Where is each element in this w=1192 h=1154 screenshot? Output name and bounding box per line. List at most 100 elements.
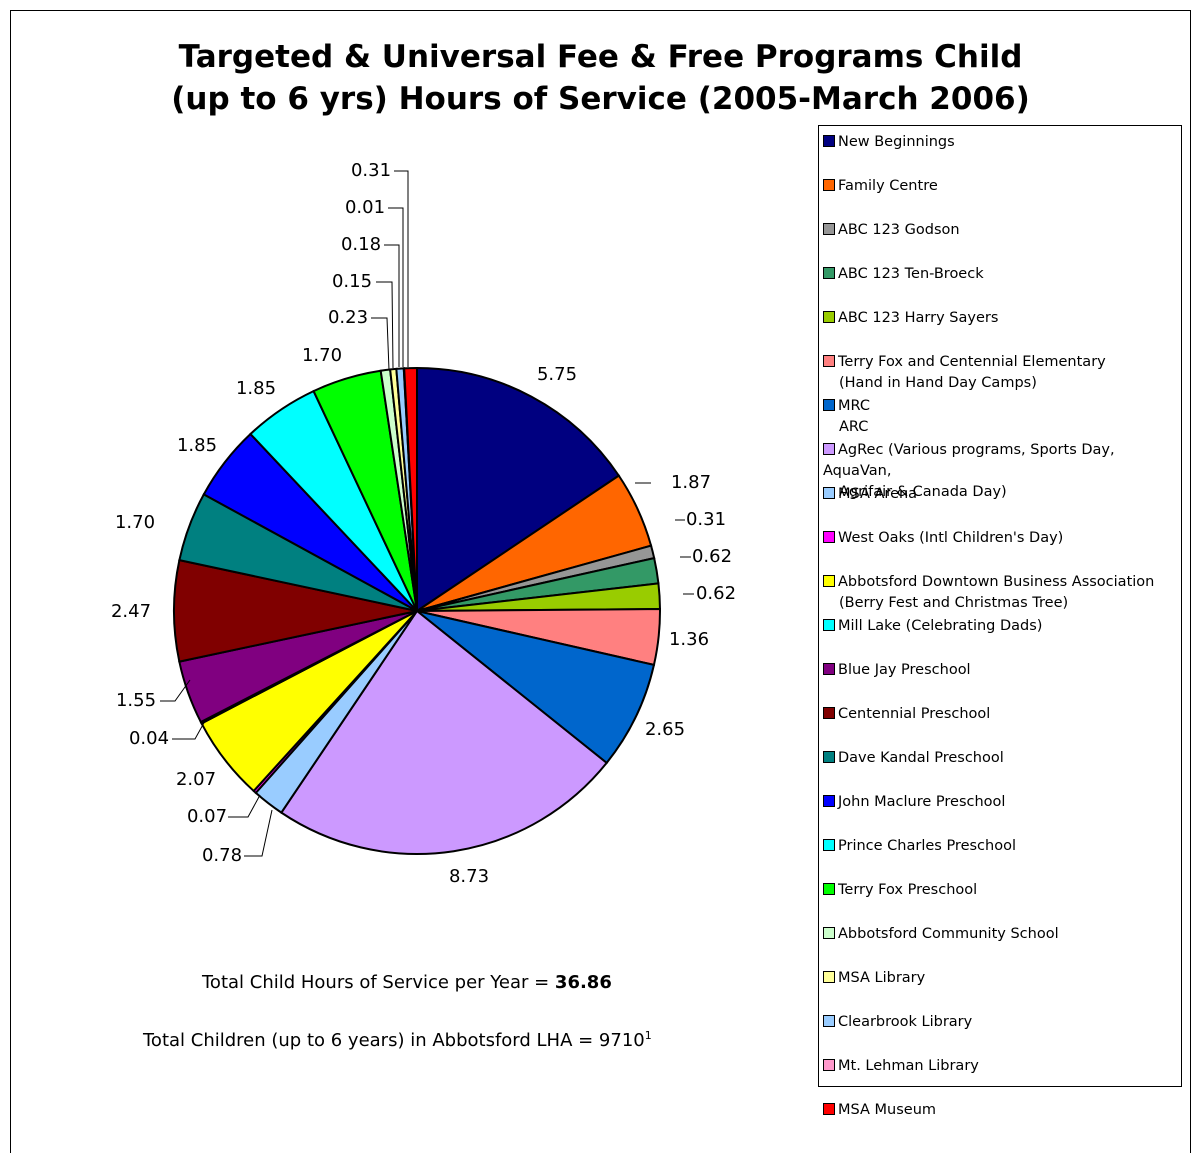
legend-swatch — [823, 927, 835, 939]
legend-swatch — [823, 619, 835, 631]
leader-line — [228, 794, 261, 818]
data-label: 1.36 — [669, 629, 709, 650]
data-label: 1.85 — [177, 435, 217, 456]
legend-label: Terry Fox Preschool — [838, 882, 978, 898]
pie-slice — [416, 610, 656, 765]
legend-label: ABC 123 Godson — [838, 222, 960, 238]
data-label: 0.31 — [351, 160, 391, 181]
legend-swatch — [823, 971, 835, 983]
legend-item: Blue Jay Preschool — [823, 660, 971, 681]
legend-swatch — [823, 487, 835, 499]
data-label: 5.75 — [537, 364, 577, 385]
legend-label: Family Centre — [838, 178, 938, 194]
leader-line — [394, 170, 409, 367]
data-label: 0.23 — [328, 307, 368, 328]
legend-item: ABC 123 Godson — [823, 220, 960, 241]
legend-item: Terry Fox and Centennial Elementary (Hand… — [823, 352, 1106, 394]
legend-label: AgRec (Various programs, Sports Day, Aqu… — [823, 442, 1115, 479]
legend-item: Centennial Preschool — [823, 704, 990, 725]
leader-line — [376, 281, 394, 369]
legend-swatch — [823, 883, 835, 895]
legend-item: Clearbrook Library — [823, 1012, 972, 1033]
legend-swatch — [823, 795, 835, 807]
legend-swatch — [823, 751, 835, 763]
legend-item: New Beginnings — [823, 132, 955, 153]
legend-label: MSA Arena — [838, 486, 918, 502]
legend-label: West Oaks (Intl Children's Day) — [838, 530, 1064, 546]
legend-swatch — [823, 1015, 835, 1027]
legend-label-line2: (Berry Fest and Christmas Tree) — [839, 595, 1069, 611]
legend-label-line2: (Hand in Hand Day Camps) — [839, 375, 1037, 391]
data-label: 0.04 — [129, 728, 169, 749]
leader-line — [384, 244, 400, 367]
legend-swatch — [823, 179, 835, 191]
chart-title-line1: Targeted & Universal Fee & Free Programs… — [178, 39, 1023, 75]
legend: New Beginnings Family Centre ABC 123 Godso… — [818, 125, 1182, 1118]
leader-line — [244, 809, 273, 857]
chart-frame — [10, 10, 1191, 1153]
chart-title-line2: (up to 6 yrs) Hours of Service (2005-Mar… — [171, 81, 1030, 117]
legend-label: MSA Library — [838, 970, 926, 986]
chart-title: Targeted & Universal Fee & Free Programs… — [10, 36, 1191, 120]
legend-label: Centennial Preschool — [838, 706, 991, 722]
data-label: 0.78 — [202, 845, 242, 866]
legend-item: John Maclure Preschool — [823, 792, 1005, 813]
legend-item: MSA Library — [823, 968, 925, 989]
legend-swatch — [823, 663, 835, 675]
legend-item: Mill Lake (Celebrating Dads) — [823, 616, 1042, 637]
legend-swatch — [823, 839, 835, 851]
legend-label: Dave Kandal Preschool — [838, 750, 1004, 766]
pie-slice — [416, 366, 621, 613]
data-label: 0.62 — [696, 583, 736, 604]
total-children-text: Total Children (up to 6 years) in Abbots… — [143, 1029, 652, 1051]
legend-label: New Beginnings — [838, 134, 955, 150]
legend-item: Dave Kandal Preschool — [823, 748, 1004, 769]
legend-item: ABC 123 Ten-Broeck — [823, 264, 984, 285]
legend-item: Terry Fox Preschool — [823, 880, 977, 901]
data-label: 0.62 — [692, 546, 732, 567]
legend-swatch — [823, 399, 835, 411]
legend-item: Family Centre — [823, 176, 938, 197]
total-hours-value: 36.86 — [554, 972, 612, 993]
data-label: 0.18 — [341, 234, 381, 255]
legend-item: MSA Arena — [823, 484, 917, 505]
legend-label: Terry Fox and Centennial Elementary — [838, 354, 1106, 370]
leader-line — [388, 207, 404, 367]
legend-label-line2: ARC — [839, 419, 869, 435]
total-children-label: Total Children (up to 6 years) in Abbots… — [143, 1030, 645, 1051]
data-label: 0.31 — [686, 509, 726, 530]
legend-swatch — [823, 267, 835, 279]
legend-swatch — [823, 355, 835, 367]
legend-item: Mt. Lehman Library — [823, 1056, 979, 1077]
leader-line — [172, 720, 206, 740]
legend-swatch — [823, 311, 835, 323]
legend-item: AgRec (Various programs, Sports Day, Aqu… — [823, 440, 1181, 503]
leader-line — [371, 317, 390, 371]
data-label: 2.65 — [645, 719, 685, 740]
legend-item: Abbotsford Community School — [823, 924, 1059, 945]
legend-label: MRC — [838, 398, 870, 414]
legend-item: Prince Charles Preschool — [823, 836, 1016, 857]
data-label: 1.70 — [115, 512, 155, 533]
legend-item: MRC ARC — [823, 396, 870, 438]
legend-swatch — [823, 443, 835, 455]
legend-label: Clearbrook Library — [838, 1014, 973, 1030]
legend-label: John Maclure Preschool — [838, 794, 1006, 810]
legend-swatch — [823, 1059, 835, 1071]
legend-label: Mt. Lehman Library — [838, 1058, 979, 1074]
legend-label: MSA Museum — [838, 1102, 937, 1118]
legend-label: Abbotsford Community School — [838, 926, 1059, 942]
data-label: 1.55 — [116, 690, 156, 711]
footnote-marker: 1 — [644, 1029, 652, 1042]
data-label: 1.87 — [671, 472, 711, 493]
data-label: 2.47 — [111, 601, 151, 622]
legend-label: ABC 123 Harry Sayers — [838, 310, 999, 326]
legend-item: Abbotsford Downtown Business Association… — [823, 572, 1154, 614]
data-label: 2.07 — [176, 769, 216, 790]
total-hours-prefix: Total Child Hours of Service per Year = — [202, 972, 555, 993]
legend-swatch — [823, 575, 835, 587]
data-label: 1.70 — [302, 345, 342, 366]
legend-swatch — [823, 1103, 835, 1115]
legend-label: ABC 123 Ten-Broeck — [838, 266, 984, 282]
legend-label: Abbotsford Downtown Business Association — [838, 574, 1155, 590]
